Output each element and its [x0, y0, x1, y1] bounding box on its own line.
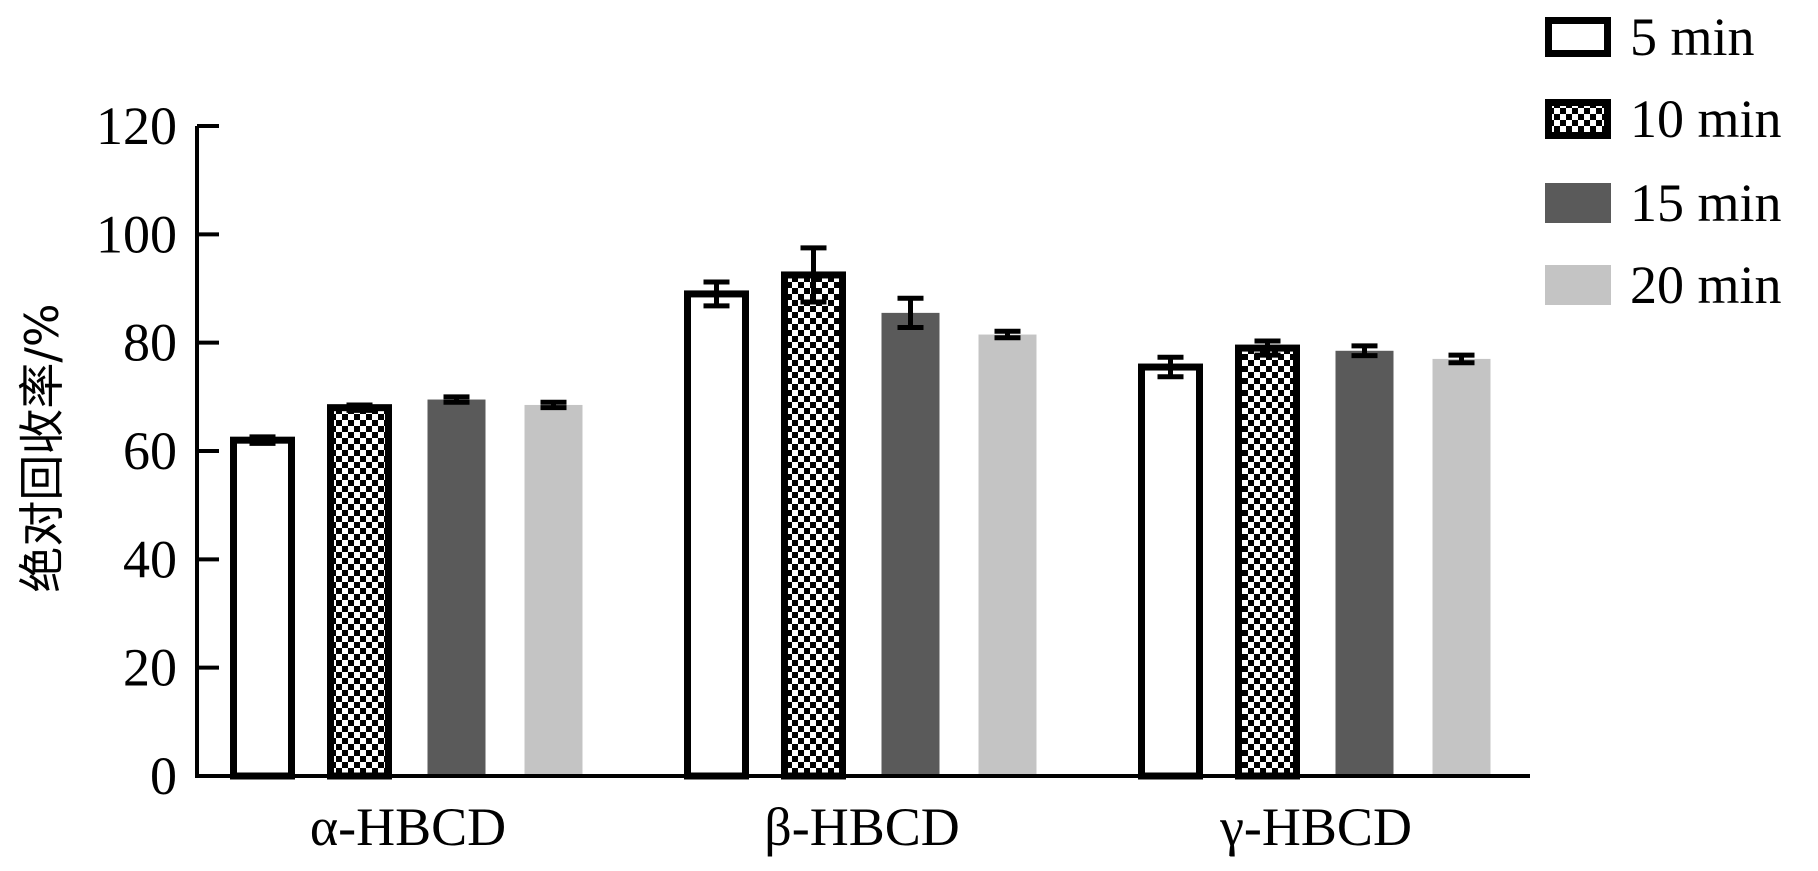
y-tick-label: 100 — [96, 204, 177, 264]
legend-swatch — [1545, 183, 1611, 223]
axes-lines — [195, 126, 1530, 778]
bar-15-min-3 — [1335, 350, 1394, 776]
x-axis-labels: α-HBCD β-HBCD γ-HBCD — [310, 797, 1412, 857]
bar-15-min-2 — [881, 312, 940, 776]
bars-group — [230, 271, 1491, 780]
bar-15-min-1 — [427, 399, 486, 776]
legend-label: 20 min — [1630, 255, 1782, 315]
legend-swatch — [1545, 99, 1611, 139]
bar-10-min-1 — [327, 404, 392, 780]
y-tick-label: 120 — [96, 96, 177, 156]
y-axis: 0 20 40 60 80 100 120 — [96, 96, 219, 806]
bar-5-min-2 — [684, 290, 749, 780]
legend-swatch — [1545, 265, 1611, 305]
legend-label: 15 min — [1630, 173, 1782, 233]
legend-label: 5 min — [1630, 7, 1755, 67]
x-category-label: β-HBCD — [764, 797, 960, 857]
error-bars-group — [249, 245, 1475, 446]
legend: 5 min 10 min 15 min 20 min — [1545, 7, 1782, 315]
bar-20-min-3 — [1432, 358, 1491, 776]
x-category-label: γ-HBCD — [1219, 797, 1412, 857]
y-tick-label: 40 — [123, 529, 177, 589]
legend-swatch — [1545, 17, 1611, 57]
bar-5-min-1 — [230, 436, 295, 780]
y-tick-label: 0 — [150, 746, 177, 806]
y-tick-label: 20 — [123, 638, 177, 698]
x-category-label: α-HBCD — [310, 797, 506, 857]
bar-20-min-2 — [978, 334, 1037, 776]
y-tick-label: 80 — [123, 313, 177, 373]
bar-10-min-2 — [781, 271, 846, 780]
bar-10-min-3 — [1235, 344, 1300, 780]
legend-label: 10 min — [1630, 89, 1782, 149]
y-axis-label: 绝对回收率/% — [15, 303, 69, 592]
bar-5-min-3 — [1138, 363, 1203, 780]
bar-20-min-1 — [524, 404, 583, 776]
y-tick-label: 60 — [123, 421, 177, 481]
